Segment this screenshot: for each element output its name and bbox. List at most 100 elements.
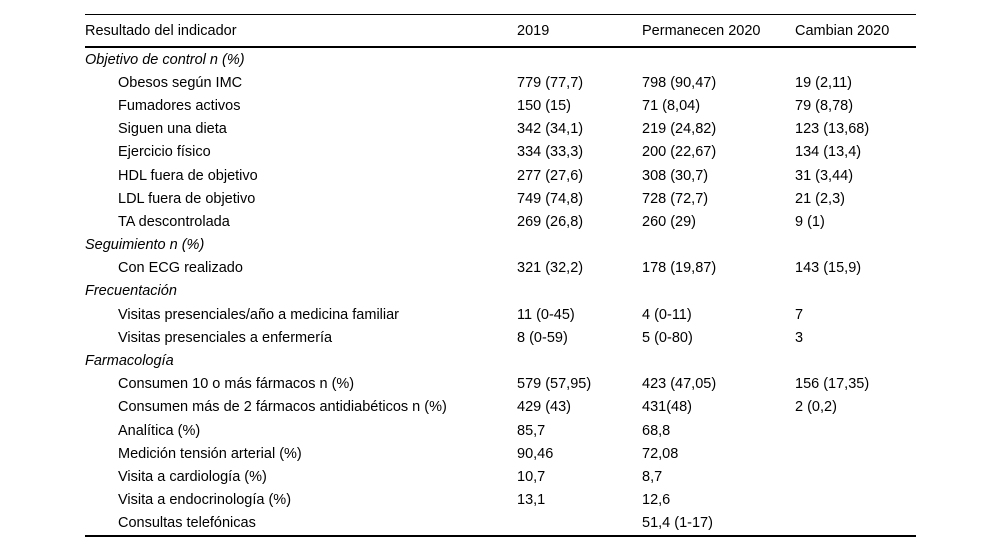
row-label: Consultas telefónicas: [118, 515, 256, 532]
row-label: Analítica (%): [118, 422, 201, 439]
cell-cambian-2020: [795, 512, 916, 536]
row-label: Siguen una dieta: [118, 121, 227, 138]
cell-permanecen-2020: 798 (90,47): [642, 74, 717, 91]
cell-permanecen-2020: 4 (0-11): [642, 306, 692, 323]
table-row: Objetivo de control n (%): [85, 47, 916, 71]
cell-permanecen-2020: 72,08: [642, 445, 679, 462]
cell-cambian-2020: 2 (0,2): [795, 399, 837, 416]
cell-2019: 8 (0-59): [517, 329, 568, 346]
row-label: Consumen más de 2 fármacos antidiabético…: [118, 399, 447, 416]
row-label: Obesos según IMC: [118, 74, 243, 91]
cell-cambian-2020: 123 (13,68): [795, 121, 870, 138]
table-row: Consultas telefónicas 51,4 (1-17): [85, 512, 916, 536]
cell-cambian-2020: 31 (3,44): [795, 167, 854, 184]
cell-2019: 334 (33,3): [517, 144, 584, 161]
table-row: Fumadores activos 150 (15) 71 (8,04) 79 (8,…: [85, 94, 916, 117]
cell-cambian-2020: [795, 419, 916, 442]
cell-permanecen-2020: 308 (30,7): [642, 167, 709, 184]
row-label: Con ECG realizado: [118, 260, 243, 277]
cell-permanecen-2020: 200 (22,67): [642, 144, 717, 161]
cell-permanecen-2020: [642, 280, 795, 303]
table-row: Frecuentación: [85, 280, 916, 303]
cell-permanecen-2020: 12,6: [642, 492, 671, 509]
table-row: Analítica (%) 85,7 68,8: [85, 419, 916, 442]
column-header-permanecen-2020: Permanecen 2020: [642, 14, 795, 48]
cell-permanecen-2020: 423 (47,05): [642, 376, 717, 393]
row-label: TA descontrolada: [118, 213, 230, 230]
cell-cambian-2020: 143 (15,9): [795, 260, 862, 277]
cell-2019: [517, 512, 642, 536]
cell-permanecen-2020: 51,4 (1-17): [642, 515, 713, 532]
cell-cambian-2020: [795, 234, 916, 257]
cell-cambian-2020: 79 (8,78): [795, 97, 854, 114]
table-row: Con ECG realizado 321 (32,2) 178 (19,87) 14…: [85, 257, 916, 280]
table-row: LDL fuera de objetivo 749 (74,8) 728 (72,7…: [85, 187, 916, 210]
section-label: Seguimiento n (%): [85, 237, 205, 254]
row-label: Ejercicio físico: [118, 144, 211, 161]
cell-2019: 779 (77,7): [517, 74, 584, 91]
cell-2019: [517, 349, 642, 372]
table-row: Visitas presenciales/año a medicina fami…: [85, 303, 916, 326]
cell-2019: 749 (74,8): [517, 190, 584, 207]
column-header-2019: 2019: [517, 14, 642, 48]
cell-permanecen-2020: [642, 234, 795, 257]
cell-cambian-2020: 9 (1): [795, 213, 825, 230]
cell-2019: 429 (43): [517, 399, 572, 416]
cell-permanecen-2020: [642, 349, 795, 372]
section-label: Farmacología: [85, 353, 174, 370]
table-row: TA descontrolada 269 (26,8) 260 (29) 9 (1): [85, 210, 916, 233]
row-label: Consumen 10 o más fármacos n (%): [118, 376, 355, 393]
section-label: Frecuentación: [85, 283, 177, 300]
row-label: Medición tensión arterial (%): [118, 445, 302, 462]
table-row: Visita a cardiología (%) 10,7 8,7: [85, 465, 916, 488]
table-row: Siguen una dieta 342 (34,1) 219 (24,82) 123…: [85, 118, 916, 141]
table-row: HDL fuera de objetivo 277 (27,6) 308 (30,7…: [85, 164, 916, 187]
table-row: Consumen más de 2 fármacos antidiabético…: [85, 396, 916, 419]
row-label: Visitas presenciales/año a medicina fami…: [118, 306, 400, 323]
cell-2019: 269 (26,8): [517, 213, 584, 230]
cell-permanecen-2020: 68,8: [642, 422, 671, 439]
cell-permanecen-2020: 71 (8,04): [642, 97, 701, 114]
cell-permanecen-2020: 5 (0-80): [642, 329, 693, 346]
table-header: Resultado del indicador 2019 Permanecen …: [85, 14, 916, 48]
row-label: HDL fuera de objetivo: [118, 167, 258, 184]
table-row: Visitas presenciales a enfermería 8 (0-59…: [85, 326, 916, 349]
cell-permanecen-2020: 728 (72,7): [642, 190, 709, 207]
cell-cambian-2020: [795, 465, 916, 488]
column-header-cambian-2020: Cambian 2020: [795, 14, 916, 48]
cell-2019: 13,1: [517, 492, 546, 509]
cell-2019: [517, 234, 642, 257]
cell-cambian-2020: [795, 349, 916, 372]
row-label: LDL fuera de objetivo: [118, 190, 256, 207]
cell-cambian-2020: 3: [795, 329, 804, 346]
cell-permanecen-2020: 431(48): [642, 399, 692, 416]
cell-cambian-2020: 7: [795, 306, 804, 323]
cell-cambian-2020: 156 (17,35): [795, 376, 870, 393]
indicator-results-table: Resultado del indicador 2019 Permanecen …: [85, 14, 916, 537]
row-label: Visita a endocrinología (%): [118, 492, 292, 509]
cell-cambian-2020: 134 (13,4): [795, 144, 862, 161]
cell-cambian-2020: [795, 47, 916, 71]
cell-cambian-2020: 19 (2,11): [795, 74, 852, 91]
cell-2019: [517, 47, 642, 71]
cell-2019: 342 (34,1): [517, 121, 584, 138]
cell-2019: 10,7: [517, 468, 546, 485]
cell-cambian-2020: [795, 489, 916, 512]
cell-cambian-2020: [795, 442, 916, 465]
cell-permanecen-2020: [642, 47, 795, 71]
cell-2019: 90,46: [517, 445, 554, 462]
section-label: Objetivo de control n (%): [85, 51, 245, 68]
table-row: Consumen 10 o más fármacos n (%) 579 (57,…: [85, 373, 916, 396]
cell-permanecen-2020: 260 (29): [642, 213, 697, 230]
table-row: Ejercicio físico 334 (33,3) 200 (22,67) 134…: [85, 141, 916, 164]
table-row: Seguimiento n (%): [85, 234, 916, 257]
cell-2019: 150 (15): [517, 97, 572, 114]
table-row: Visita a endocrinología (%) 13,1 12,6: [85, 489, 916, 512]
column-header-indicator: Resultado del indicador: [85, 14, 517, 48]
row-label: Fumadores activos: [118, 97, 241, 114]
table-body: Objetivo de control n (%) Obesos según IM…: [85, 47, 916, 536]
table-row: Medición tensión arterial (%) 90,46 72,08: [85, 442, 916, 465]
row-label: Visita a cardiología (%): [118, 468, 267, 485]
cell-2019: 11 (0-45): [517, 306, 575, 323]
cell-2019: 277 (27,6): [517, 167, 584, 184]
